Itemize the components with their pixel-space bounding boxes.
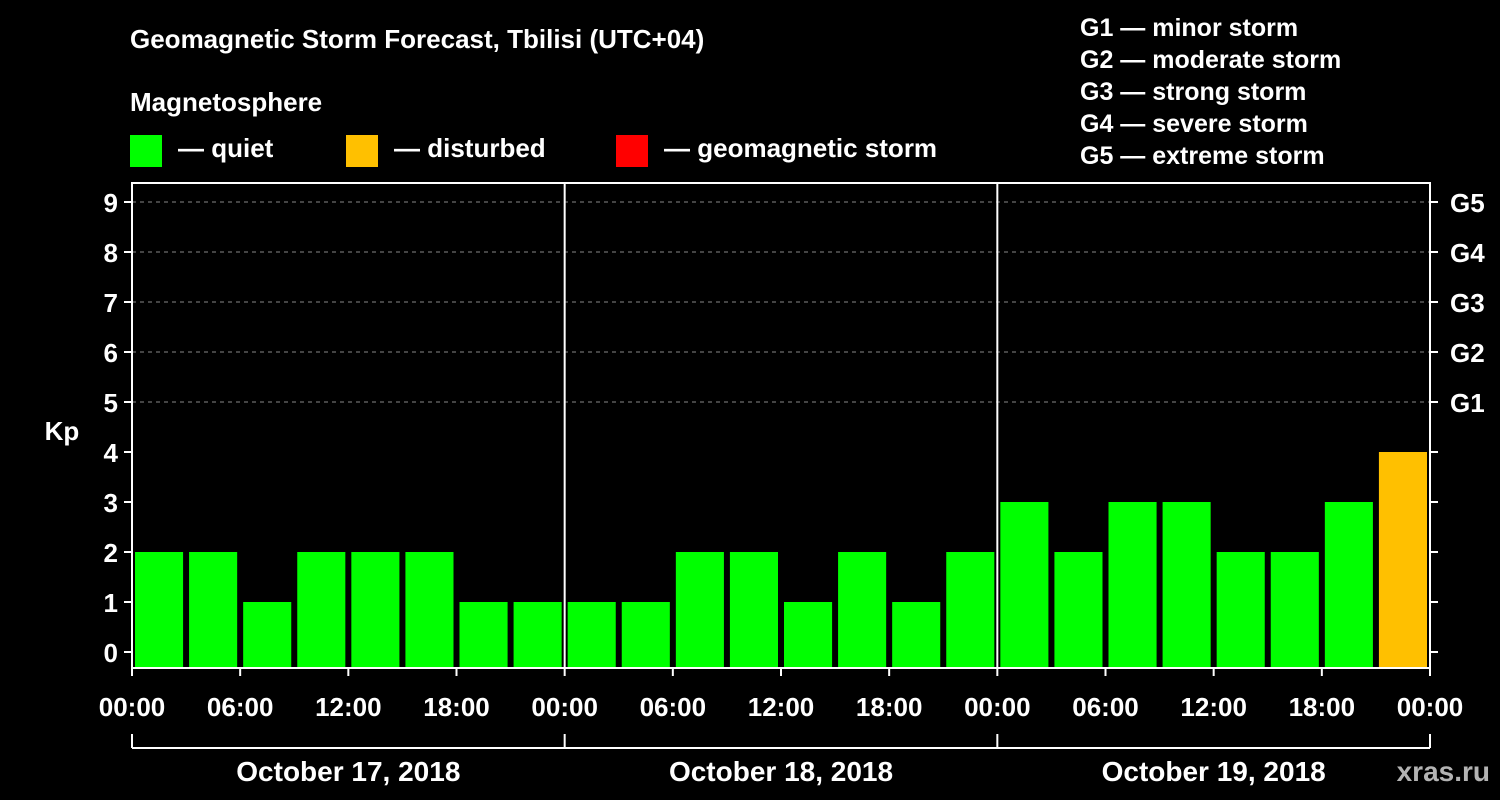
day-label-2: October 19, 2018 <box>1102 756 1326 787</box>
kp-bar-19 <box>1108 502 1157 667</box>
right-tick-label-g4: G4 <box>1450 238 1485 268</box>
legend-label-quiet: — quiet <box>178 133 274 163</box>
y-tick-label-3: 3 <box>104 488 118 518</box>
y-tick-label-8: 8 <box>104 238 118 268</box>
kp-bar-5 <box>351 552 400 667</box>
kp-bar-14 <box>838 552 887 667</box>
kp-bar-8 <box>513 602 562 667</box>
right-tick-label-g3: G3 <box>1450 288 1485 318</box>
x-tick-label-12: 00:00 <box>1397 692 1464 722</box>
storm-level-g3: G3 — strong storm <box>1080 78 1307 106</box>
y-tick-label-1: 1 <box>104 588 118 618</box>
x-tick-label-9: 06:00 <box>1072 692 1139 722</box>
legend-label-disturbed: — disturbed <box>394 133 546 163</box>
y-tick-label-7: 7 <box>104 288 118 318</box>
kp-bar-2 <box>189 552 238 667</box>
kp-bar-20 <box>1162 502 1211 667</box>
kp-bar-15 <box>892 602 941 667</box>
chart-title: Geomagnetic Storm Forecast, Tbilisi (UTC… <box>130 24 705 54</box>
kp-bar-4 <box>297 552 346 667</box>
y-axis-label: Kp <box>45 416 80 446</box>
kp-bar-1 <box>135 552 184 667</box>
kp-bar-9 <box>567 602 616 667</box>
x-tick-label-7: 18:00 <box>856 692 923 722</box>
kp-bar-22 <box>1270 552 1319 667</box>
legend-swatch-storm <box>616 135 648 167</box>
y-tick-label-2: 2 <box>104 538 118 568</box>
y-tick-label-0: 0 <box>104 638 118 668</box>
kp-bar-13 <box>784 602 833 667</box>
site-watermark: xras.ru <box>1396 756 1490 787</box>
legend-heading: Magnetosphere <box>130 87 323 117</box>
y-tick-label-9: 9 <box>104 188 118 218</box>
x-tick-label-3: 18:00 <box>423 692 490 722</box>
day-label-0: October 17, 2018 <box>236 756 460 787</box>
legend-swatch-disturbed <box>346 135 378 167</box>
right-tick-label-g5: G5 <box>1450 188 1485 218</box>
kp-bar-7 <box>459 602 508 667</box>
kp-bar-18 <box>1054 552 1103 667</box>
kp-bar-3 <box>243 602 292 667</box>
storm-level-g1: G1 — minor storm <box>1080 14 1299 42</box>
x-tick-label-2: 12:00 <box>315 692 382 722</box>
storm-level-g5: G5 — extreme storm <box>1080 142 1325 170</box>
x-tick-label-4: 00:00 <box>531 692 598 722</box>
y-tick-label-4: 4 <box>104 438 119 468</box>
x-tick-label-5: 06:00 <box>640 692 707 722</box>
x-tick-label-6: 12:00 <box>748 692 815 722</box>
kp-bar-10 <box>621 602 670 667</box>
x-tick-label-11: 18:00 <box>1289 692 1356 722</box>
x-tick-label-1: 06:00 <box>207 692 274 722</box>
kp-bar-17 <box>1000 502 1049 667</box>
storm-level-g2: G2 — moderate storm <box>1080 46 1342 74</box>
kp-bar-16 <box>946 552 995 667</box>
x-tick-label-0: 00:00 <box>99 692 166 722</box>
day-label-1: October 18, 2018 <box>669 756 893 787</box>
right-tick-label-g1: G1 <box>1450 388 1485 418</box>
legend-swatch-quiet <box>130 135 162 167</box>
y-tick-label-5: 5 <box>104 388 118 418</box>
kp-bar-6 <box>405 552 454 667</box>
legend-label-storm: — geomagnetic storm <box>664 133 938 163</box>
storm-level-g4: G4 — severe storm <box>1080 110 1308 138</box>
y-tick-label-6: 6 <box>104 338 118 368</box>
x-tick-label-10: 12:00 <box>1180 692 1247 722</box>
right-tick-label-g2: G2 <box>1450 338 1485 368</box>
kp-bar-12 <box>729 552 778 667</box>
kp-bar-21 <box>1216 552 1265 667</box>
kp-bar-24 <box>1378 452 1427 667</box>
kp-bar-11 <box>675 552 724 667</box>
kp-bar-23 <box>1324 502 1373 667</box>
x-tick-label-8: 00:00 <box>964 692 1031 722</box>
